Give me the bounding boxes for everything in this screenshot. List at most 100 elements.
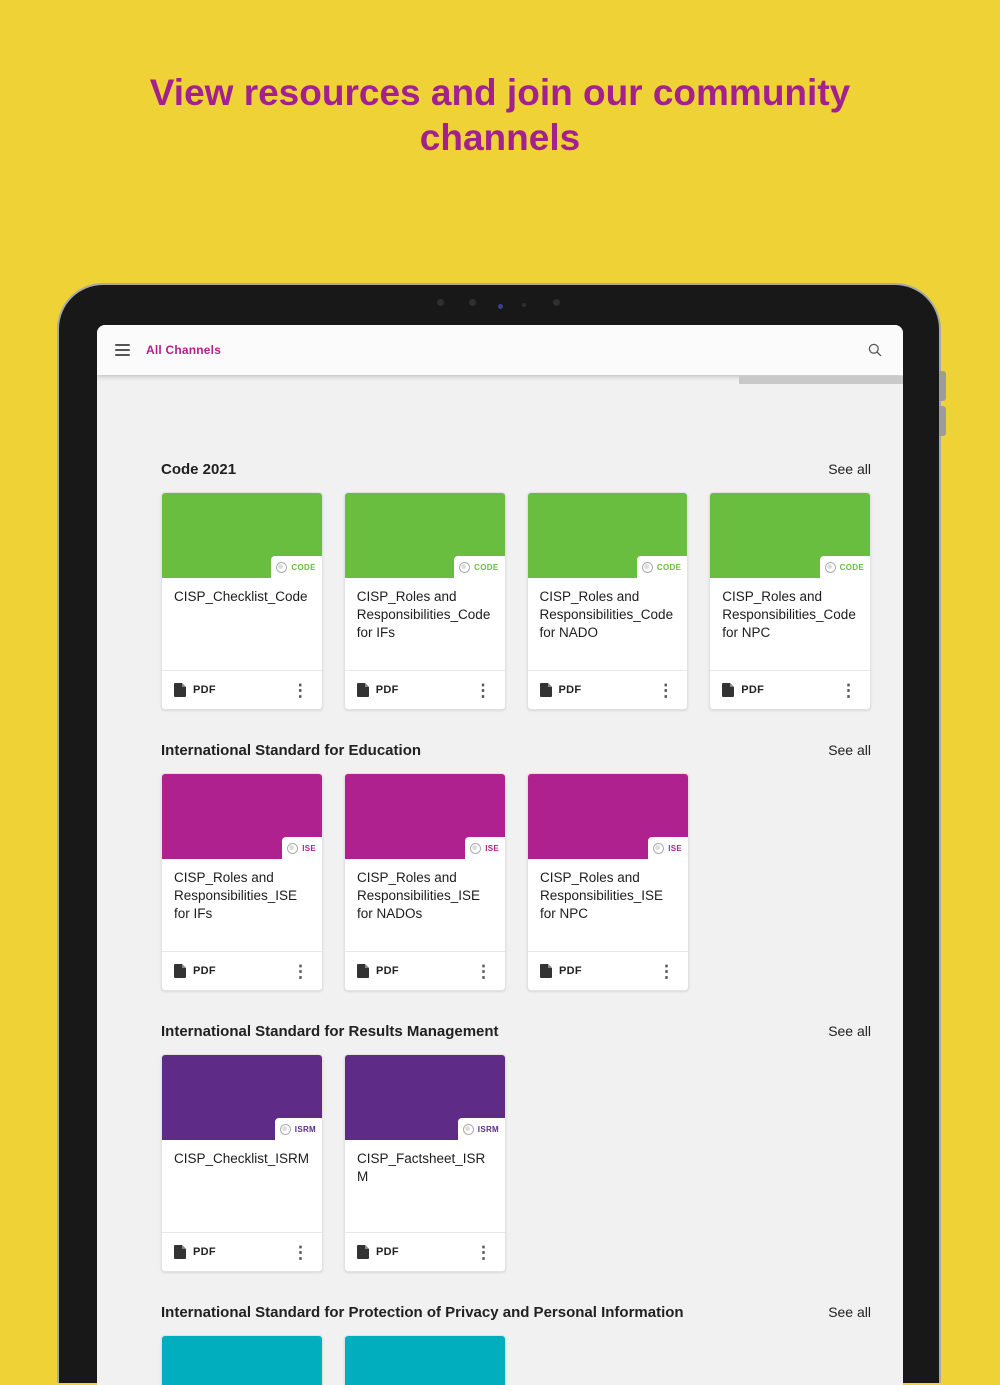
file-type-chip: PDF bbox=[356, 683, 399, 697]
channels-content: Code 2021 See all CODE CISP_Checklist_Co… bbox=[97, 375, 903, 1385]
section-ispppi: International Standard for Protection of… bbox=[161, 1302, 871, 1385]
more-options-button[interactable]: ⋮ bbox=[658, 961, 675, 981]
card-row: ⋮ ⋮ bbox=[161, 1335, 871, 1385]
laurel-emblem-icon bbox=[459, 561, 471, 573]
card-title: CISP_Roles and Responsibilities_ISE for … bbox=[357, 870, 481, 921]
badge-label: CODE bbox=[656, 562, 682, 572]
laurel-emblem-icon bbox=[276, 561, 288, 573]
resource-card[interactable]: CODE CISP_Checklist_Code PDF ⋮ bbox=[161, 492, 323, 710]
see-all-link[interactable]: See all bbox=[828, 1304, 871, 1320]
resource-card[interactable]: ISE CISP_Roles and Responsibilities_ISE … bbox=[527, 773, 689, 991]
badge-label: CODE bbox=[474, 562, 499, 572]
card-cover: ISE bbox=[528, 774, 688, 859]
tablet-screen: All Channels Code 2021 See all bbox=[97, 325, 903, 1385]
camera-lens-icon bbox=[498, 304, 503, 309]
card-cover bbox=[162, 1336, 322, 1385]
pdf-file-icon bbox=[722, 683, 735, 697]
card-title: CISP_Roles and Responsibilities_Code for… bbox=[722, 589, 856, 640]
badge-label: ISRM bbox=[477, 1124, 499, 1134]
channel-badge: ISRM bbox=[274, 1118, 322, 1140]
card-footer: PDF ⋮ bbox=[710, 670, 870, 709]
card-footer: PDF ⋮ bbox=[162, 951, 322, 990]
more-options-button[interactable]: ⋮ bbox=[291, 680, 309, 700]
file-type-chip: PDF bbox=[539, 683, 582, 697]
see-all-link[interactable]: See all bbox=[828, 461, 871, 477]
card-cover: ISE bbox=[162, 774, 322, 859]
resource-card[interactable]: ISRM CISP_Factsheet_ISRM PDF ⋮ bbox=[344, 1054, 506, 1272]
see-all-link[interactable]: See all bbox=[828, 742, 871, 758]
badge-label: CODE bbox=[839, 562, 864, 572]
volume-up-button bbox=[939, 371, 946, 401]
hamburger-menu-icon[interactable] bbox=[113, 340, 132, 360]
pdf-file-icon bbox=[174, 1245, 186, 1259]
pdf-file-icon bbox=[539, 683, 552, 697]
file-type-label: PDF bbox=[375, 684, 399, 696]
channel-badge: CODE bbox=[819, 556, 870, 578]
pdf-file-icon bbox=[357, 964, 369, 978]
card-title: CISP_Roles and Responsibilities_Code for… bbox=[356, 589, 491, 640]
more-options-button[interactable]: ⋮ bbox=[474, 680, 492, 700]
resource-card[interactable]: ISRM CISP_Checklist_ISRM PDF ⋮ bbox=[161, 1054, 323, 1272]
page-title: View resources and join our community ch… bbox=[149, 72, 851, 159]
file-type-chip: PDF bbox=[722, 683, 764, 697]
badge-label: CODE bbox=[291, 562, 316, 572]
channel-badge: CODE bbox=[454, 556, 505, 578]
more-options-button[interactable]: ⋮ bbox=[292, 961, 309, 981]
card-row: ISE CISP_Roles and Responsibilities_ISE … bbox=[161, 773, 871, 991]
section-title: International Standard for Education bbox=[161, 742, 422, 759]
card-title: CISP_Roles and Responsibilities_ISE for … bbox=[174, 870, 298, 921]
card-row: ISRM CISP_Checklist_ISRM PDF ⋮ bbox=[161, 1054, 871, 1272]
card-footer: PDF ⋮ bbox=[162, 670, 322, 709]
pdf-file-icon bbox=[357, 1245, 369, 1259]
file-type-chip: PDF bbox=[174, 964, 216, 978]
section-title: Code 2021 bbox=[161, 461, 237, 478]
card-footer: PDF ⋮ bbox=[345, 1232, 505, 1271]
pdf-file-icon bbox=[174, 683, 186, 697]
more-options-button[interactable]: ⋮ bbox=[475, 961, 492, 981]
section-title: International Standard for Results Manag… bbox=[161, 1023, 499, 1040]
laurel-emblem-icon bbox=[279, 1123, 291, 1135]
card-footer: PDF ⋮ bbox=[162, 1232, 322, 1271]
badge-label: ISE bbox=[302, 843, 316, 853]
file-type-label: PDF bbox=[193, 1246, 216, 1258]
resource-card[interactable]: ⋮ bbox=[161, 1335, 323, 1385]
laurel-emblem-icon bbox=[653, 842, 665, 854]
card-footer: PDF ⋮ bbox=[344, 670, 505, 709]
sensor-dot-icon bbox=[522, 303, 526, 307]
badge-label: ISE bbox=[485, 843, 499, 853]
see-all-link[interactable]: See all bbox=[828, 1023, 871, 1039]
scrollbar[interactable] bbox=[739, 376, 903, 384]
badge-label: ISRM bbox=[294, 1124, 316, 1134]
more-options-button[interactable]: ⋮ bbox=[840, 680, 857, 700]
camera-dot-icon bbox=[469, 299, 476, 306]
card-cover bbox=[345, 1336, 505, 1385]
file-type-chip: PDF bbox=[357, 1245, 399, 1259]
resource-card[interactable]: CODE CISP_Roles and Responsibilities_Cod… bbox=[526, 492, 689, 710]
resource-card[interactable]: ISE CISP_Roles and Responsibilities_ISE … bbox=[344, 773, 506, 991]
card-cover: ISE bbox=[345, 774, 505, 859]
file-type-chip: PDF bbox=[357, 964, 399, 978]
card-footer: PDF ⋮ bbox=[527, 670, 688, 709]
card-footer: PDF ⋮ bbox=[528, 951, 688, 990]
resource-card[interactable]: CODE CISP_Roles and Responsibilities_Cod… bbox=[343, 492, 506, 710]
card-title: CISP_Checklist_Code bbox=[174, 589, 308, 604]
file-type-chip: PDF bbox=[540, 964, 582, 978]
card-title: CISP_Roles and Responsibilities_ISE for … bbox=[540, 870, 664, 921]
file-type-label: PDF bbox=[376, 1246, 399, 1258]
more-options-button[interactable]: ⋮ bbox=[657, 680, 675, 700]
resource-card[interactable]: ISE CISP_Roles and Responsibilities_ISE … bbox=[161, 773, 323, 991]
more-options-button[interactable]: ⋮ bbox=[475, 1242, 492, 1262]
channel-badge: ISE bbox=[648, 837, 688, 859]
laurel-emblem-icon bbox=[824, 561, 836, 573]
section-isrm: International Standard for Results Manag… bbox=[161, 1021, 871, 1272]
app-bar-title: All Channels bbox=[146, 343, 222, 357]
card-cover: CODE bbox=[162, 493, 322, 578]
card-cover: CODE bbox=[527, 493, 688, 578]
more-options-button[interactable]: ⋮ bbox=[292, 1242, 309, 1262]
search-icon[interactable] bbox=[863, 338, 887, 362]
file-type-label: PDF bbox=[741, 684, 765, 696]
resource-card[interactable]: ⋮ bbox=[344, 1335, 506, 1385]
channel-badge: ISRM bbox=[457, 1118, 505, 1140]
card-cover: CODE bbox=[344, 493, 505, 578]
resource-card[interactable]: CODE CISP_Roles and Responsibilities_Cod… bbox=[709, 492, 871, 710]
